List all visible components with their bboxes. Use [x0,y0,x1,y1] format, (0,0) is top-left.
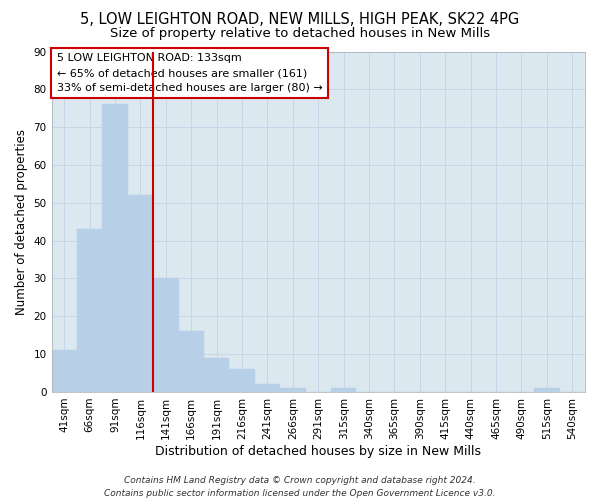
Y-axis label: Number of detached properties: Number of detached properties [15,128,28,314]
Bar [331,388,356,392]
Bar [77,230,103,392]
Bar [103,104,128,392]
Bar [128,195,153,392]
Bar [52,350,77,392]
Bar [153,278,179,392]
X-axis label: Distribution of detached houses by size in New Mills: Distribution of detached houses by size … [155,444,481,458]
Text: Contains HM Land Registry data © Crown copyright and database right 2024.
Contai: Contains HM Land Registry data © Crown c… [104,476,496,498]
Bar [229,370,255,392]
Text: Size of property relative to detached houses in New Mills: Size of property relative to detached ho… [110,28,490,40]
Bar [255,384,280,392]
Bar [534,388,560,392]
Bar [204,358,229,392]
Text: 5, LOW LEIGHTON ROAD, NEW MILLS, HIGH PEAK, SK22 4PG: 5, LOW LEIGHTON ROAD, NEW MILLS, HIGH PE… [80,12,520,28]
Bar [280,388,305,392]
Text: 5 LOW LEIGHTON ROAD: 133sqm
← 65% of detached houses are smaller (161)
33% of se: 5 LOW LEIGHTON ROAD: 133sqm ← 65% of det… [57,53,323,93]
Bar [179,332,204,392]
